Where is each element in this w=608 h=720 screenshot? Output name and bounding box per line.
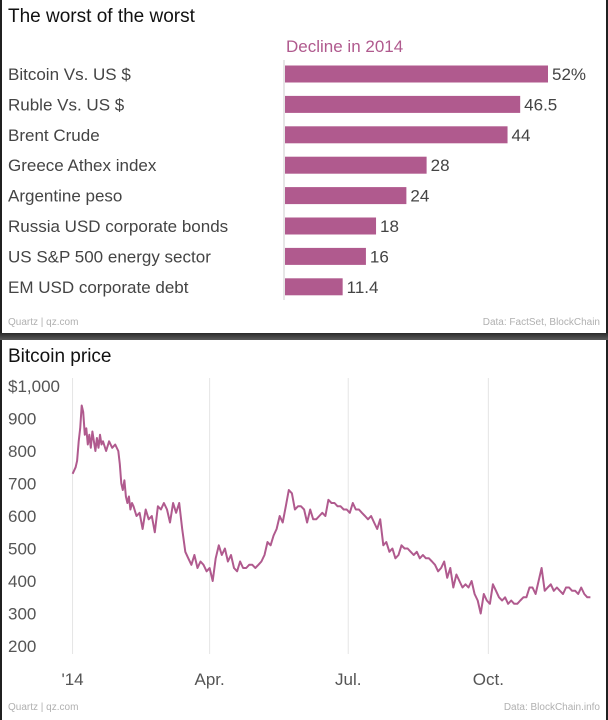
y-tick-label: 400	[8, 572, 36, 591]
bar	[285, 126, 508, 144]
bar-category-label: Bitcoin Vs. US $	[8, 65, 131, 84]
y-tick-label: $1,000	[8, 377, 60, 396]
bar-value-label: 28	[431, 156, 450, 175]
bar	[285, 278, 343, 296]
line-grid	[72, 378, 489, 654]
line-x-ticks: '14 Apr. Jul. Oct.	[61, 670, 503, 689]
line-source-left: Quartz | qz.com	[8, 702, 79, 713]
bar	[285, 187, 407, 205]
bar-category-label: Ruble Vs. US $	[8, 95, 125, 114]
bar-value-label: 24	[410, 187, 429, 206]
line-y-ticks: 200 300 400 500 600 700 800 900 $1,000	[8, 377, 60, 656]
bar-chart-panel: The worst of the worst Decline in 2014 B…	[0, 0, 608, 333]
bar-category-label: Brent Crude	[8, 126, 100, 145]
bar-value-label: 46.5	[524, 95, 557, 114]
bar-value-label: 52%	[552, 65, 586, 84]
bar	[285, 247, 366, 265]
y-tick-label: 800	[8, 442, 36, 461]
bar-source-right: Data: FactSet, BlockChain	[482, 317, 600, 328]
bitcoin-price-line	[71, 404, 591, 615]
line-source-right: Data: BlockChain.info	[503, 702, 600, 713]
line-chart: 200 300 400 500 600 700 800 900 $1,000 '14 Apr. Ju…	[8, 377, 591, 689]
bar-category-label: Argentine peso	[8, 187, 122, 206]
bar-value-label: 44	[512, 126, 531, 145]
x-tick-label: Apr.	[195, 670, 225, 689]
x-tick-label: Oct.	[473, 670, 504, 689]
y-tick-label: 900	[8, 410, 36, 429]
bar	[285, 65, 548, 83]
bar-chart-title: The worst of the worst	[8, 6, 195, 27]
bar-value-label: 18	[380, 217, 399, 236]
x-tick-label: Jul.	[335, 670, 361, 689]
y-tick-label: 500	[8, 540, 36, 559]
bar-category-label: US S&P 500 energy sector	[8, 247, 211, 266]
bar	[285, 217, 377, 235]
line-chart-panel: Bitcoin price 200 300 400 500 600 700 800 900 $1…	[0, 340, 608, 720]
y-tick-label: 300	[8, 605, 36, 624]
bar-category-label: Greece Athex index	[8, 156, 157, 175]
bar-chart: Decline in 2014 Bitcoin Vs. US $ 52% Ruble…	[8, 37, 586, 300]
y-tick-label: 200	[8, 637, 36, 656]
bar-value-label: 11.4	[347, 278, 379, 297]
bar-value-label: 16	[370, 247, 389, 266]
y-tick-label: 600	[8, 507, 36, 526]
bar-category-label: Russia USD corporate bonds	[8, 217, 228, 236]
bar	[285, 95, 521, 113]
bar-group: Bitcoin Vs. US $ 52% Ruble Vs. US $ 46.5 Bre…	[8, 60, 586, 300]
panel-divider	[0, 333, 608, 340]
bar-category-label: EM USD corporate debt	[8, 278, 189, 297]
bar	[285, 156, 427, 174]
y-tick-label: 700	[8, 475, 36, 494]
line-chart-title: Bitcoin price	[8, 346, 112, 367]
bar-source-left: Quartz | qz.com	[8, 317, 79, 328]
x-tick-label: '14	[61, 670, 83, 689]
bar-series-label: Decline in 2014	[286, 37, 403, 56]
